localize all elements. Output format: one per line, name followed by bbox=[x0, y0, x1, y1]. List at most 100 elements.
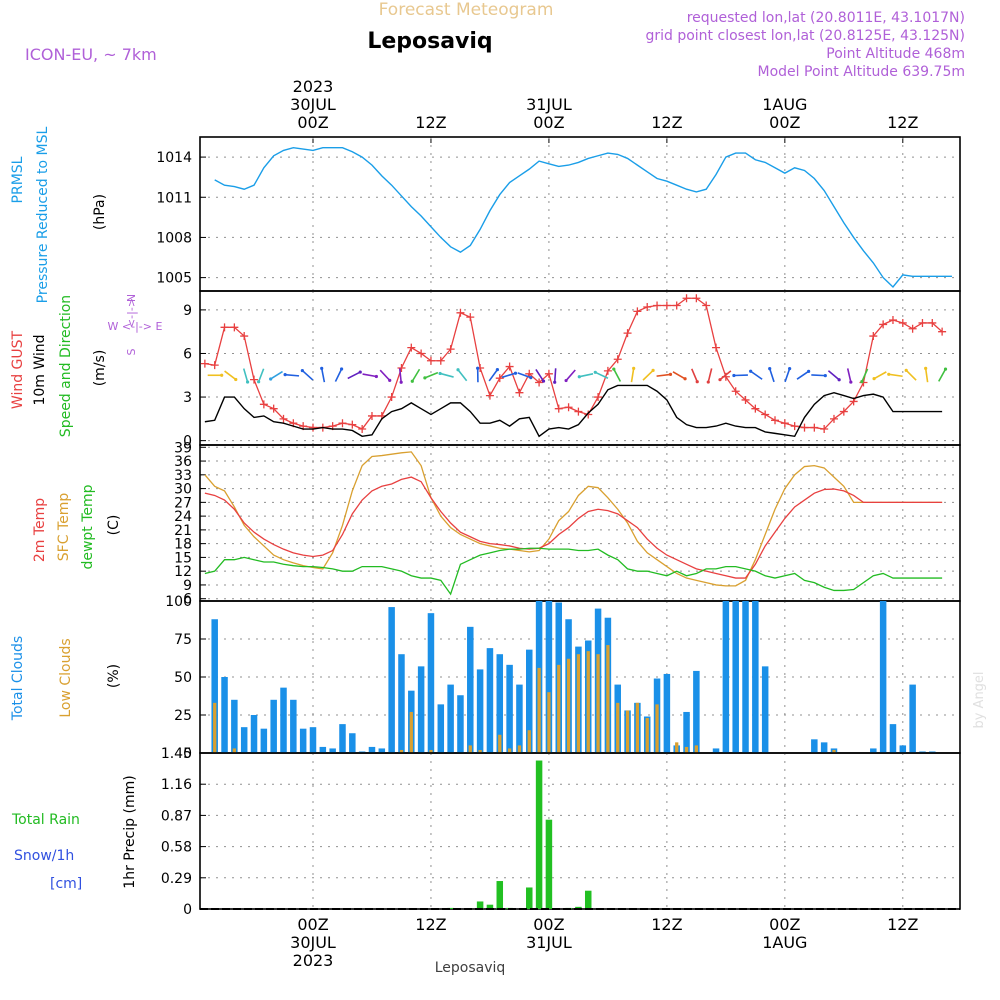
low-cloud-bar bbox=[498, 734, 502, 753]
pressure-unit-label: (hPa) bbox=[92, 194, 108, 230]
total-cloud-bar bbox=[820, 742, 828, 753]
wind-gust-marker bbox=[358, 425, 367, 434]
total-cloud-bar bbox=[663, 673, 671, 753]
low-cloud-bar bbox=[645, 718, 649, 753]
low-cloud-bar bbox=[566, 658, 571, 753]
wind-gust-marker bbox=[200, 359, 209, 368]
total-cloud-bar bbox=[761, 666, 769, 753]
low-cloud-bar bbox=[596, 654, 600, 753]
total-cloud-bar bbox=[683, 711, 690, 753]
prmsl-desc-label: Pressure Reduced to MSL bbox=[35, 126, 51, 303]
wind-gust-marker bbox=[898, 318, 907, 327]
wind-gust-marker bbox=[259, 400, 268, 409]
total-cloud-bar bbox=[467, 626, 474, 753]
wind-gust-marker bbox=[417, 349, 426, 358]
total-cloud-bar bbox=[545, 601, 553, 753]
cloud-unit-label: (%) bbox=[106, 664, 122, 688]
total-cloud-bar bbox=[299, 728, 307, 753]
wind-arrow-head bbox=[300, 368, 304, 373]
wind-arrow-head bbox=[564, 378, 568, 383]
wind-gust-marker bbox=[633, 307, 642, 316]
wind-gust-marker bbox=[820, 425, 829, 434]
temperature-ytick-label: 33 bbox=[174, 468, 192, 484]
t2m-line bbox=[204, 476, 943, 579]
wind-arrow-head bbox=[718, 378, 722, 382]
temp-unit-label: (C) bbox=[106, 515, 122, 536]
wind-arrow-head bbox=[220, 373, 224, 377]
top-time-label: 12Z bbox=[415, 113, 446, 132]
wind-gust-marker bbox=[535, 378, 544, 387]
pressure-ytick-label: 1014 bbox=[156, 150, 192, 166]
wind-gust-marker bbox=[938, 327, 947, 336]
wind-gust-marker bbox=[407, 343, 416, 352]
wind-ytick-label: 9 bbox=[183, 303, 192, 319]
compass-s-label: S bbox=[125, 348, 138, 355]
wind-gust-marker bbox=[829, 414, 838, 423]
total-cloud-bar bbox=[427, 613, 435, 753]
point-altitude: Point Altitude 468m bbox=[826, 46, 965, 62]
low-cloud-bar bbox=[832, 749, 836, 753]
wind10-label: 10m Wind bbox=[32, 334, 48, 405]
wind-arrow-head bbox=[632, 366, 636, 370]
wind-direction-arrow bbox=[501, 372, 516, 379]
total-cloud-bar bbox=[879, 601, 887, 753]
rain-bar bbox=[526, 887, 533, 909]
precip-axis-label: 1hr Precip (mm) bbox=[122, 775, 138, 888]
total-cloud-bar bbox=[752, 601, 759, 753]
wind-gust-marker bbox=[309, 423, 317, 432]
wind-direction-arrow bbox=[411, 368, 421, 382]
precip-ytick-label: 0.87 bbox=[161, 808, 192, 824]
wind-direction-arrow bbox=[270, 370, 283, 380]
low-cloud-bar bbox=[527, 730, 531, 753]
wind-gust-marker bbox=[623, 329, 632, 338]
total-cloud-bar bbox=[231, 699, 238, 753]
precip-ytick-label: 0.29 bbox=[161, 871, 192, 887]
wind-direction-arrow bbox=[672, 371, 686, 380]
wind-arrow-head bbox=[860, 380, 864, 384]
wind-direction-arrow bbox=[938, 368, 947, 382]
low-cloud-bar bbox=[537, 667, 541, 753]
wind-direction-arrow bbox=[439, 372, 454, 378]
wind-direction-arrow bbox=[924, 368, 929, 383]
low-cloud-bar bbox=[429, 749, 433, 753]
total-cloud-bar bbox=[250, 715, 258, 753]
wind-direction-arrow bbox=[535, 368, 545, 382]
low-cloud-bar bbox=[232, 748, 236, 753]
wind-arrow-head bbox=[612, 367, 616, 371]
clouds-ytick-label: 50 bbox=[174, 670, 192, 686]
model-label: ICON-EU, ~ 7km bbox=[25, 45, 157, 64]
bottom-time-label: 30JUL bbox=[290, 933, 336, 952]
wind-gust-marker bbox=[544, 369, 553, 378]
total-cloud-bar bbox=[221, 677, 228, 753]
wind-gust-marker bbox=[839, 407, 848, 416]
wind-direction-arrow bbox=[457, 369, 468, 382]
wind-direction-arrow bbox=[784, 368, 791, 383]
wind-arrow-head bbox=[577, 375, 581, 379]
low-cloud-bar bbox=[694, 745, 698, 753]
precip-frame bbox=[199, 752, 961, 910]
wind-arrow-head bbox=[269, 377, 273, 381]
wind-gust-marker bbox=[485, 391, 494, 400]
bottom-time-label: 12Z bbox=[887, 915, 918, 934]
wind-direction-arrow bbox=[242, 368, 249, 383]
wind-direction-arrow bbox=[691, 368, 698, 383]
wind-gust-marker bbox=[505, 362, 514, 371]
total-cloud-bar bbox=[437, 704, 445, 753]
bottom-time-label: 00Z bbox=[533, 915, 564, 934]
wind-arrow-head bbox=[651, 368, 655, 373]
top-time-label: 31JUL bbox=[526, 95, 572, 114]
pressure-frame bbox=[199, 136, 961, 292]
temperature-ytick-label: 27 bbox=[174, 495, 192, 511]
bottom-time-label: 12Z bbox=[415, 915, 446, 934]
rain-bar bbox=[447, 907, 454, 909]
wind-arrow-head bbox=[553, 380, 557, 384]
total-cloud-bar bbox=[496, 654, 504, 753]
wind-direction-arrow bbox=[594, 371, 609, 379]
rain-bar bbox=[486, 904, 494, 909]
wind-gust-marker bbox=[210, 361, 219, 370]
total-cloud-bar bbox=[417, 666, 425, 753]
wind-arrow-head bbox=[887, 372, 891, 376]
wind-gust-marker bbox=[643, 302, 652, 311]
low-cloud-bar bbox=[399, 749, 404, 753]
